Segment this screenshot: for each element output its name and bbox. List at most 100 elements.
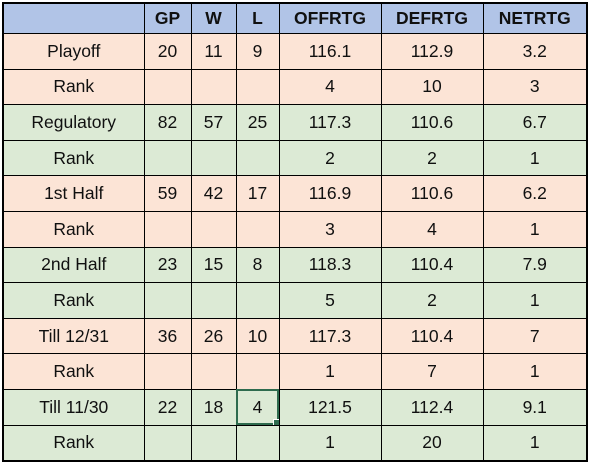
data-cell[interactable]: 3 [482, 68, 588, 106]
data-cell[interactable]: 2 [380, 139, 484, 177]
data-cell[interactable]: 10 [380, 68, 484, 106]
data-cell[interactable]: 6.7 [482, 104, 588, 141]
data-cell[interactable]: 20 [380, 424, 484, 462]
data-cell[interactable]: 20 [143, 33, 192, 70]
data-cell[interactable]: 1 [278, 424, 382, 462]
row-label-cell[interactable]: Rank [2, 282, 145, 319]
row-label-cell[interactable]: Rank [2, 424, 145, 462]
data-cell[interactable]: 15 [190, 246, 237, 284]
row-label-cell[interactable]: Playoff [2, 33, 145, 70]
data-cell[interactable]: 9.1 [482, 388, 588, 426]
data-cell[interactable]: 26 [190, 317, 237, 355]
column-header[interactable]: OFFRTG [278, 2, 382, 34]
data-cell[interactable]: 42 [190, 175, 237, 212]
data-cell[interactable] [143, 139, 192, 177]
data-cell[interactable] [235, 282, 280, 319]
table-row: Rank 5 2 1 [2, 282, 588, 319]
data-cell[interactable]: 1 [482, 139, 588, 177]
data-cell[interactable] [190, 68, 237, 106]
data-cell[interactable] [190, 424, 237, 462]
data-cell[interactable]: 82 [143, 104, 192, 141]
data-cell[interactable] [190, 282, 237, 319]
data-cell[interactable] [235, 139, 280, 177]
data-cell[interactable]: 116.1 [278, 33, 382, 70]
table-row: Rank 2 2 1 [2, 139, 588, 177]
data-cell[interactable]: 6.2 [482, 175, 588, 212]
data-cell[interactable]: 118.3 [278, 246, 382, 284]
data-cell[interactable]: 22 [143, 388, 192, 426]
row-label-cell[interactable]: Till 11/30 [2, 388, 145, 426]
data-cell[interactable]: 3 [278, 210, 382, 248]
data-cell[interactable] [190, 139, 237, 177]
data-cell[interactable]: 25 [235, 104, 280, 141]
data-cell[interactable]: 7 [380, 353, 484, 390]
table-row: Till 12/31 36 26 10 117.3 110.4 7 [2, 317, 588, 355]
data-cell[interactable]: 117.3 [278, 104, 382, 141]
column-header[interactable]: GP [143, 2, 192, 34]
data-cell[interactable]: 9 [235, 33, 280, 70]
row-label-cell[interactable]: Rank [2, 210, 145, 248]
data-cell[interactable]: 1 [482, 210, 588, 248]
data-cell[interactable]: 110.4 [380, 246, 484, 284]
data-cell[interactable]: 112.4 [380, 388, 484, 426]
data-cell[interactable]: 112.9 [380, 33, 484, 70]
data-cell[interactable]: 110.6 [380, 175, 484, 212]
table-row: Rank 3 4 1 [2, 210, 588, 248]
row-label-cell[interactable]: 2nd Half [2, 246, 145, 284]
data-cell[interactable]: 59 [143, 175, 192, 212]
column-header[interactable]: DEFRTG [380, 2, 484, 34]
data-cell[interactable] [143, 282, 192, 319]
table-row: Rank 4 10 3 [2, 68, 588, 106]
row-label-cell[interactable]: Rank [2, 139, 145, 177]
data-cell[interactable]: 57 [190, 104, 237, 141]
data-cell[interactable]: 11 [190, 33, 237, 70]
row-label-cell[interactable]: Rank [2, 353, 145, 390]
data-cell[interactable]: 4 [380, 210, 484, 248]
row-label-cell[interactable]: Regulatory [2, 104, 145, 141]
data-cell[interactable] [235, 353, 280, 390]
data-cell[interactable]: 2 [380, 282, 484, 319]
table-row: Rank 1 7 1 [2, 353, 588, 390]
data-cell[interactable]: 23 [143, 246, 192, 284]
data-cell[interactable] [235, 68, 280, 106]
data-cell[interactable]: 117.3 [278, 317, 382, 355]
data-cell[interactable]: 4 [278, 68, 382, 106]
data-cell[interactable]: 10 [235, 317, 280, 355]
data-cell[interactable]: 5 [278, 282, 382, 319]
data-cell[interactable] [143, 424, 192, 462]
data-cell[interactable]: 2 [278, 139, 382, 177]
data-cell[interactable] [235, 210, 280, 248]
data-cell[interactable]: 7 [482, 317, 588, 355]
column-header[interactable]: W [190, 2, 237, 34]
data-cell[interactable]: 8 [235, 246, 280, 284]
data-cell[interactable]: 18 [190, 388, 237, 426]
corner-header-cell[interactable] [2, 2, 145, 34]
data-cell[interactable] [143, 353, 192, 390]
data-cell[interactable]: 110.4 [380, 317, 484, 355]
data-cell[interactable]: 110.6 [380, 104, 484, 141]
data-cell[interactable]: 1 [482, 353, 588, 390]
column-header[interactable]: L [235, 2, 280, 34]
data-cell[interactable]: 36 [143, 317, 192, 355]
row-label-cell[interactable]: 1st Half [2, 175, 145, 212]
row-label-cell[interactable]: Rank [2, 68, 145, 106]
selected-cell[interactable]: 4 [235, 388, 280, 426]
data-cell[interactable] [143, 210, 192, 248]
data-cell[interactable]: 1 [482, 282, 588, 319]
data-cell[interactable]: 17 [235, 175, 280, 212]
data-cell[interactable] [235, 424, 280, 462]
data-cell[interactable]: 7.9 [482, 246, 588, 284]
data-cell[interactable]: 3.2 [482, 33, 588, 70]
data-cell[interactable] [143, 68, 192, 106]
data-cell[interactable]: 1 [278, 353, 382, 390]
data-cell[interactable]: 121.5 [278, 388, 382, 426]
header-row: GP W L OFFRTG DEFRTG NETRTG [2, 2, 588, 34]
data-cell[interactable]: 1 [482, 424, 588, 462]
row-label-cell[interactable]: Till 12/31 [2, 317, 145, 355]
table-row: Regulatory 82 57 25 117.3 110.6 6.7 [2, 104, 588, 141]
data-cell[interactable]: 116.9 [278, 175, 382, 212]
data-cell[interactable] [190, 210, 237, 248]
data-cell[interactable] [190, 353, 237, 390]
column-header[interactable]: NETRTG [482, 2, 588, 34]
